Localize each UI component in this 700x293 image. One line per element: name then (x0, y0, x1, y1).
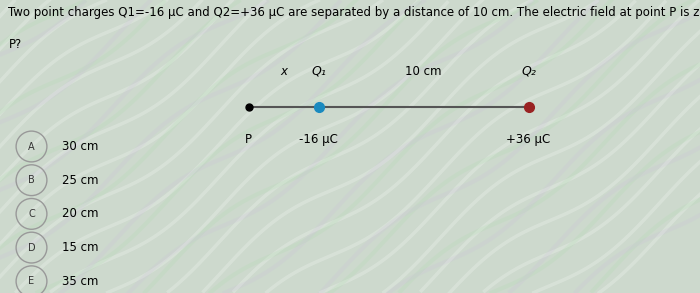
Text: Q₁: Q₁ (311, 65, 326, 78)
Text: 35 cm: 35 cm (62, 275, 99, 288)
Text: 30 cm: 30 cm (62, 140, 99, 153)
Text: P?: P? (8, 38, 22, 51)
Text: 25 cm: 25 cm (62, 174, 99, 187)
Text: P: P (245, 133, 252, 146)
Text: Q₂: Q₂ (521, 65, 536, 78)
Text: Two point charges Q1=-16 μC and Q2=+36 μC are separated by a distance of 10 cm. : Two point charges Q1=-16 μC and Q2=+36 μ… (8, 6, 700, 19)
Text: B: B (28, 175, 35, 185)
Text: -16 μC: -16 μC (299, 133, 338, 146)
Text: 15 cm: 15 cm (62, 241, 99, 254)
Text: E: E (29, 276, 34, 286)
Text: x: x (280, 65, 287, 78)
Text: A: A (28, 142, 35, 151)
Text: 20 cm: 20 cm (62, 207, 99, 220)
Text: C: C (28, 209, 35, 219)
Text: D: D (28, 243, 35, 253)
Text: 10 cm: 10 cm (405, 65, 442, 78)
Text: +36 μC: +36 μC (506, 133, 551, 146)
